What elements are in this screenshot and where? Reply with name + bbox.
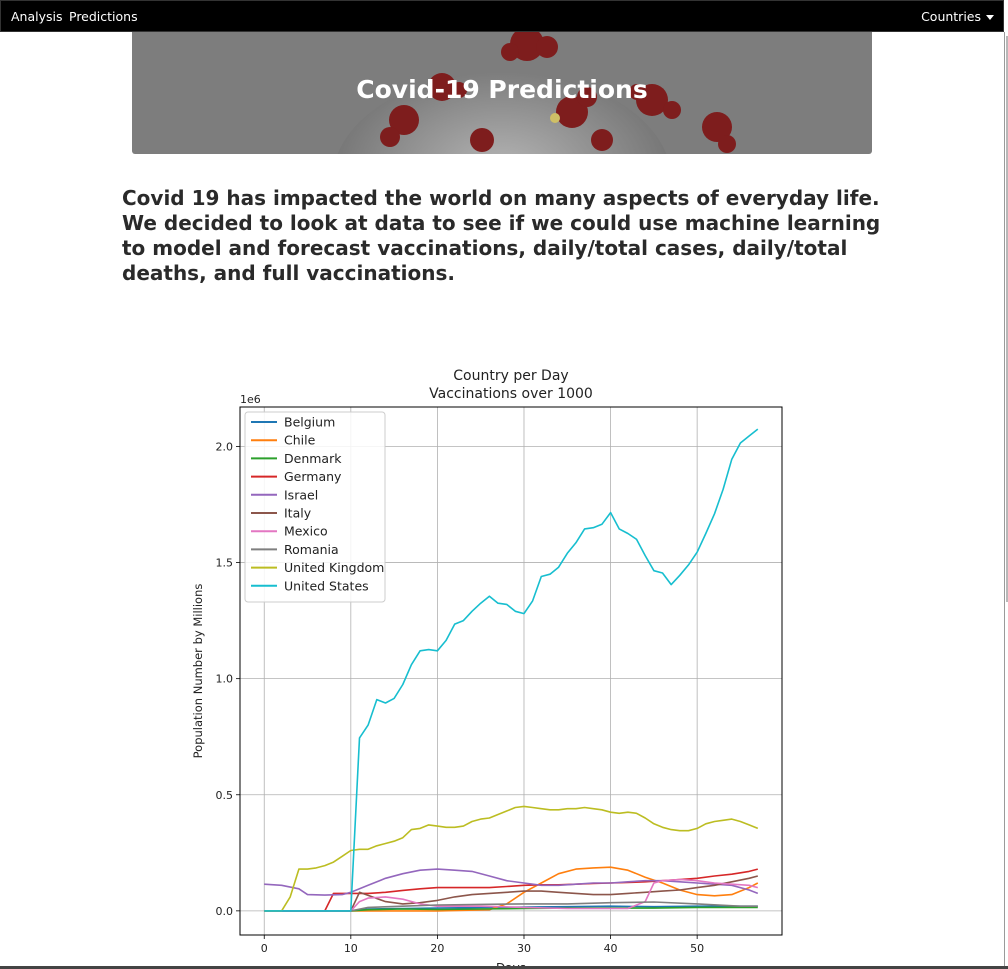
chart-title: Country per Day xyxy=(453,368,568,384)
legend-entry: Romania xyxy=(284,542,339,557)
series-line-united-states xyxy=(264,428,759,912)
countries-dropdown[interactable]: Countries xyxy=(921,9,981,24)
y-tick-label: 0.5 xyxy=(216,789,234,802)
nav-analysis-link[interactable]: Analysis xyxy=(11,9,63,24)
legend-entry: United States xyxy=(284,578,369,593)
hero-banner: Covid-19 Predictions xyxy=(132,32,872,154)
series-line-denmark xyxy=(264,906,758,912)
y-tick-label: 2.0 xyxy=(216,440,234,453)
virus-image xyxy=(337,32,736,154)
y-offset-label: 1e6 xyxy=(240,393,261,406)
nav-predictions-link[interactable]: Predictions xyxy=(69,9,138,24)
legend-entry: Belgium xyxy=(284,415,335,430)
bottom-edge xyxy=(0,966,1008,969)
x-tick-label: 40 xyxy=(604,942,618,955)
page-title: Covid-19 Predictions xyxy=(356,75,648,104)
x-axis-label: Days xyxy=(496,961,526,966)
legend-entry: Mexico xyxy=(284,524,328,539)
series-line-mexico xyxy=(264,878,759,912)
legend-entry: Germany xyxy=(284,469,342,484)
chart-subtitle: Vaccinations over 1000 xyxy=(429,386,593,402)
y-axis-label: Population Number by Millions xyxy=(191,584,205,759)
plot-frame xyxy=(239,406,783,936)
series-line-romania xyxy=(264,901,758,912)
legend-entry: Italy xyxy=(284,506,312,521)
scrollbar-thumb[interactable] xyxy=(1006,36,1008,602)
top-navbar: Analysis Predictions Countries xyxy=(0,0,1004,32)
vaccinations-line-chart: 0 10 20 30 40 50 0.0 0.5 1.0 1.5 2.0 Country per Da… xyxy=(191,368,783,966)
x-tick-label: 30 xyxy=(517,942,531,955)
y-tick-label: 1.0 xyxy=(216,673,234,686)
legend-entry: Chile xyxy=(284,433,316,448)
x-tick-label: 20 xyxy=(430,942,444,955)
x-tick-label: 0 xyxy=(261,942,268,955)
series-line-israel xyxy=(264,868,759,896)
y-tick-label: 1.5 xyxy=(216,557,234,570)
series-line-germany xyxy=(264,868,759,912)
legend-entry: United Kingdom xyxy=(284,560,384,575)
legend-entry: Denmark xyxy=(284,451,342,466)
x-tick-label: 10 xyxy=(344,942,358,955)
legend-box xyxy=(244,411,386,603)
x-tick-label: 50 xyxy=(690,942,704,955)
legend-entry: Israel xyxy=(284,487,318,502)
intro-text: Covid 19 has impacted the world on many … xyxy=(122,186,881,285)
y-tick-label: 0.0 xyxy=(216,905,234,918)
divider xyxy=(1004,32,1005,969)
series-line-italy xyxy=(264,875,759,912)
chevron-down-icon[interactable] xyxy=(986,15,994,20)
